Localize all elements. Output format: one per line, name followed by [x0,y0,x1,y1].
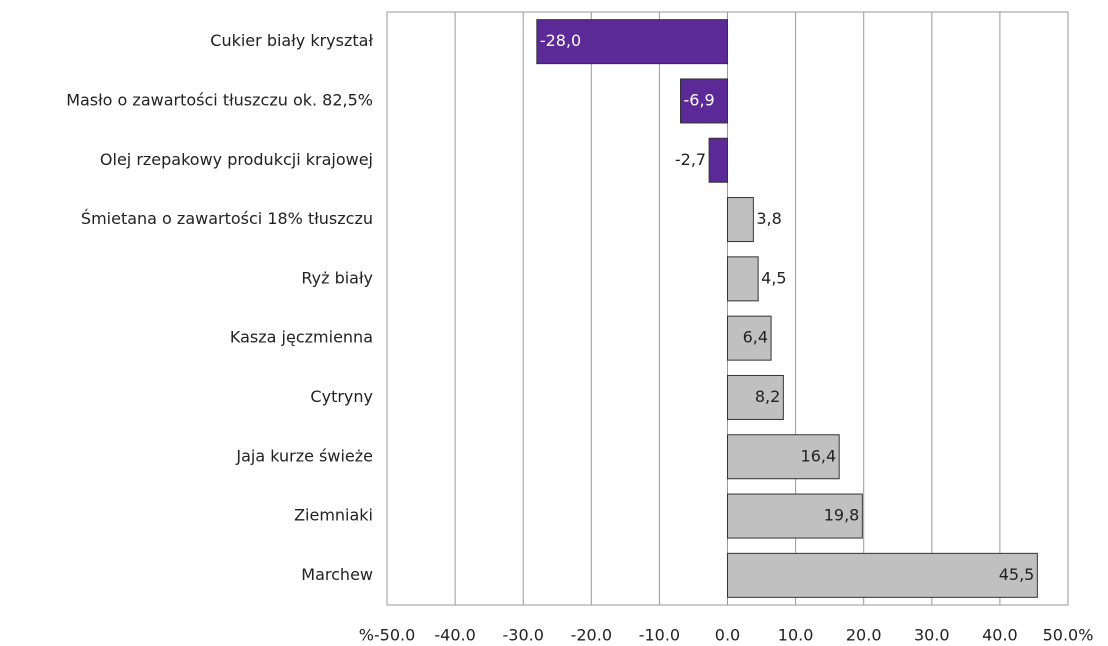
data-label: -6,9 [684,90,715,109]
bar [727,374,784,420]
x-tick-label: %-50.0 [359,626,416,645]
x-tick-label: -30.0 [502,626,543,645]
x-tick-label: -40.0 [434,626,475,645]
y-tick-label: Marchew [301,565,373,584]
x-tick-label: 20.0 [846,626,882,645]
bar [727,315,772,361]
y-tick-label: Kasza jęczmienna [230,328,373,347]
y-tick-label: Cytryny [310,387,373,406]
y-tick-label: Cukier biały kryształ [210,31,373,50]
data-label: -2,7 [675,150,706,169]
data-label: 45,5 [999,565,1035,584]
x-tick-label: 0.0 [715,626,740,645]
data-label: 3,8 [756,209,781,228]
x-tick-label: 10.0 [778,626,814,645]
bar [727,197,754,243]
bar [727,256,759,302]
y-tick-label: Masło o zawartości tłuszczu ok. 82,5% [66,90,373,109]
x-tick-label: -10.0 [639,626,680,645]
y-tick-label: Ryż biały [301,268,373,287]
data-label: 6,4 [743,328,768,347]
data-label: 16,4 [801,446,837,465]
x-tick-label: -20.0 [571,626,612,645]
y-tick-label: Śmietana o zawartości 18% tłuszczu [81,209,373,228]
data-label: 4,5 [761,268,786,287]
x-tick-label: 40.0 [982,626,1018,645]
y-tick-label: Olej rzepakowy produkcji krajowej [100,150,373,169]
y-tick-label: Ziemniaki [294,506,373,525]
bar [708,137,728,183]
data-label: 19,8 [824,506,860,525]
bar [680,78,728,124]
plot-border [386,11,1069,606]
bar [727,552,1038,598]
bar [727,434,840,480]
data-label: 8,2 [755,387,780,406]
y-tick-label: Jaja kurze świeże [235,446,373,465]
bar [727,493,863,539]
bar [536,19,728,65]
x-tick-label: 30.0 [914,626,950,645]
data-label: -28,0 [540,31,581,50]
x-tick-label: 50.0% [1043,626,1094,645]
